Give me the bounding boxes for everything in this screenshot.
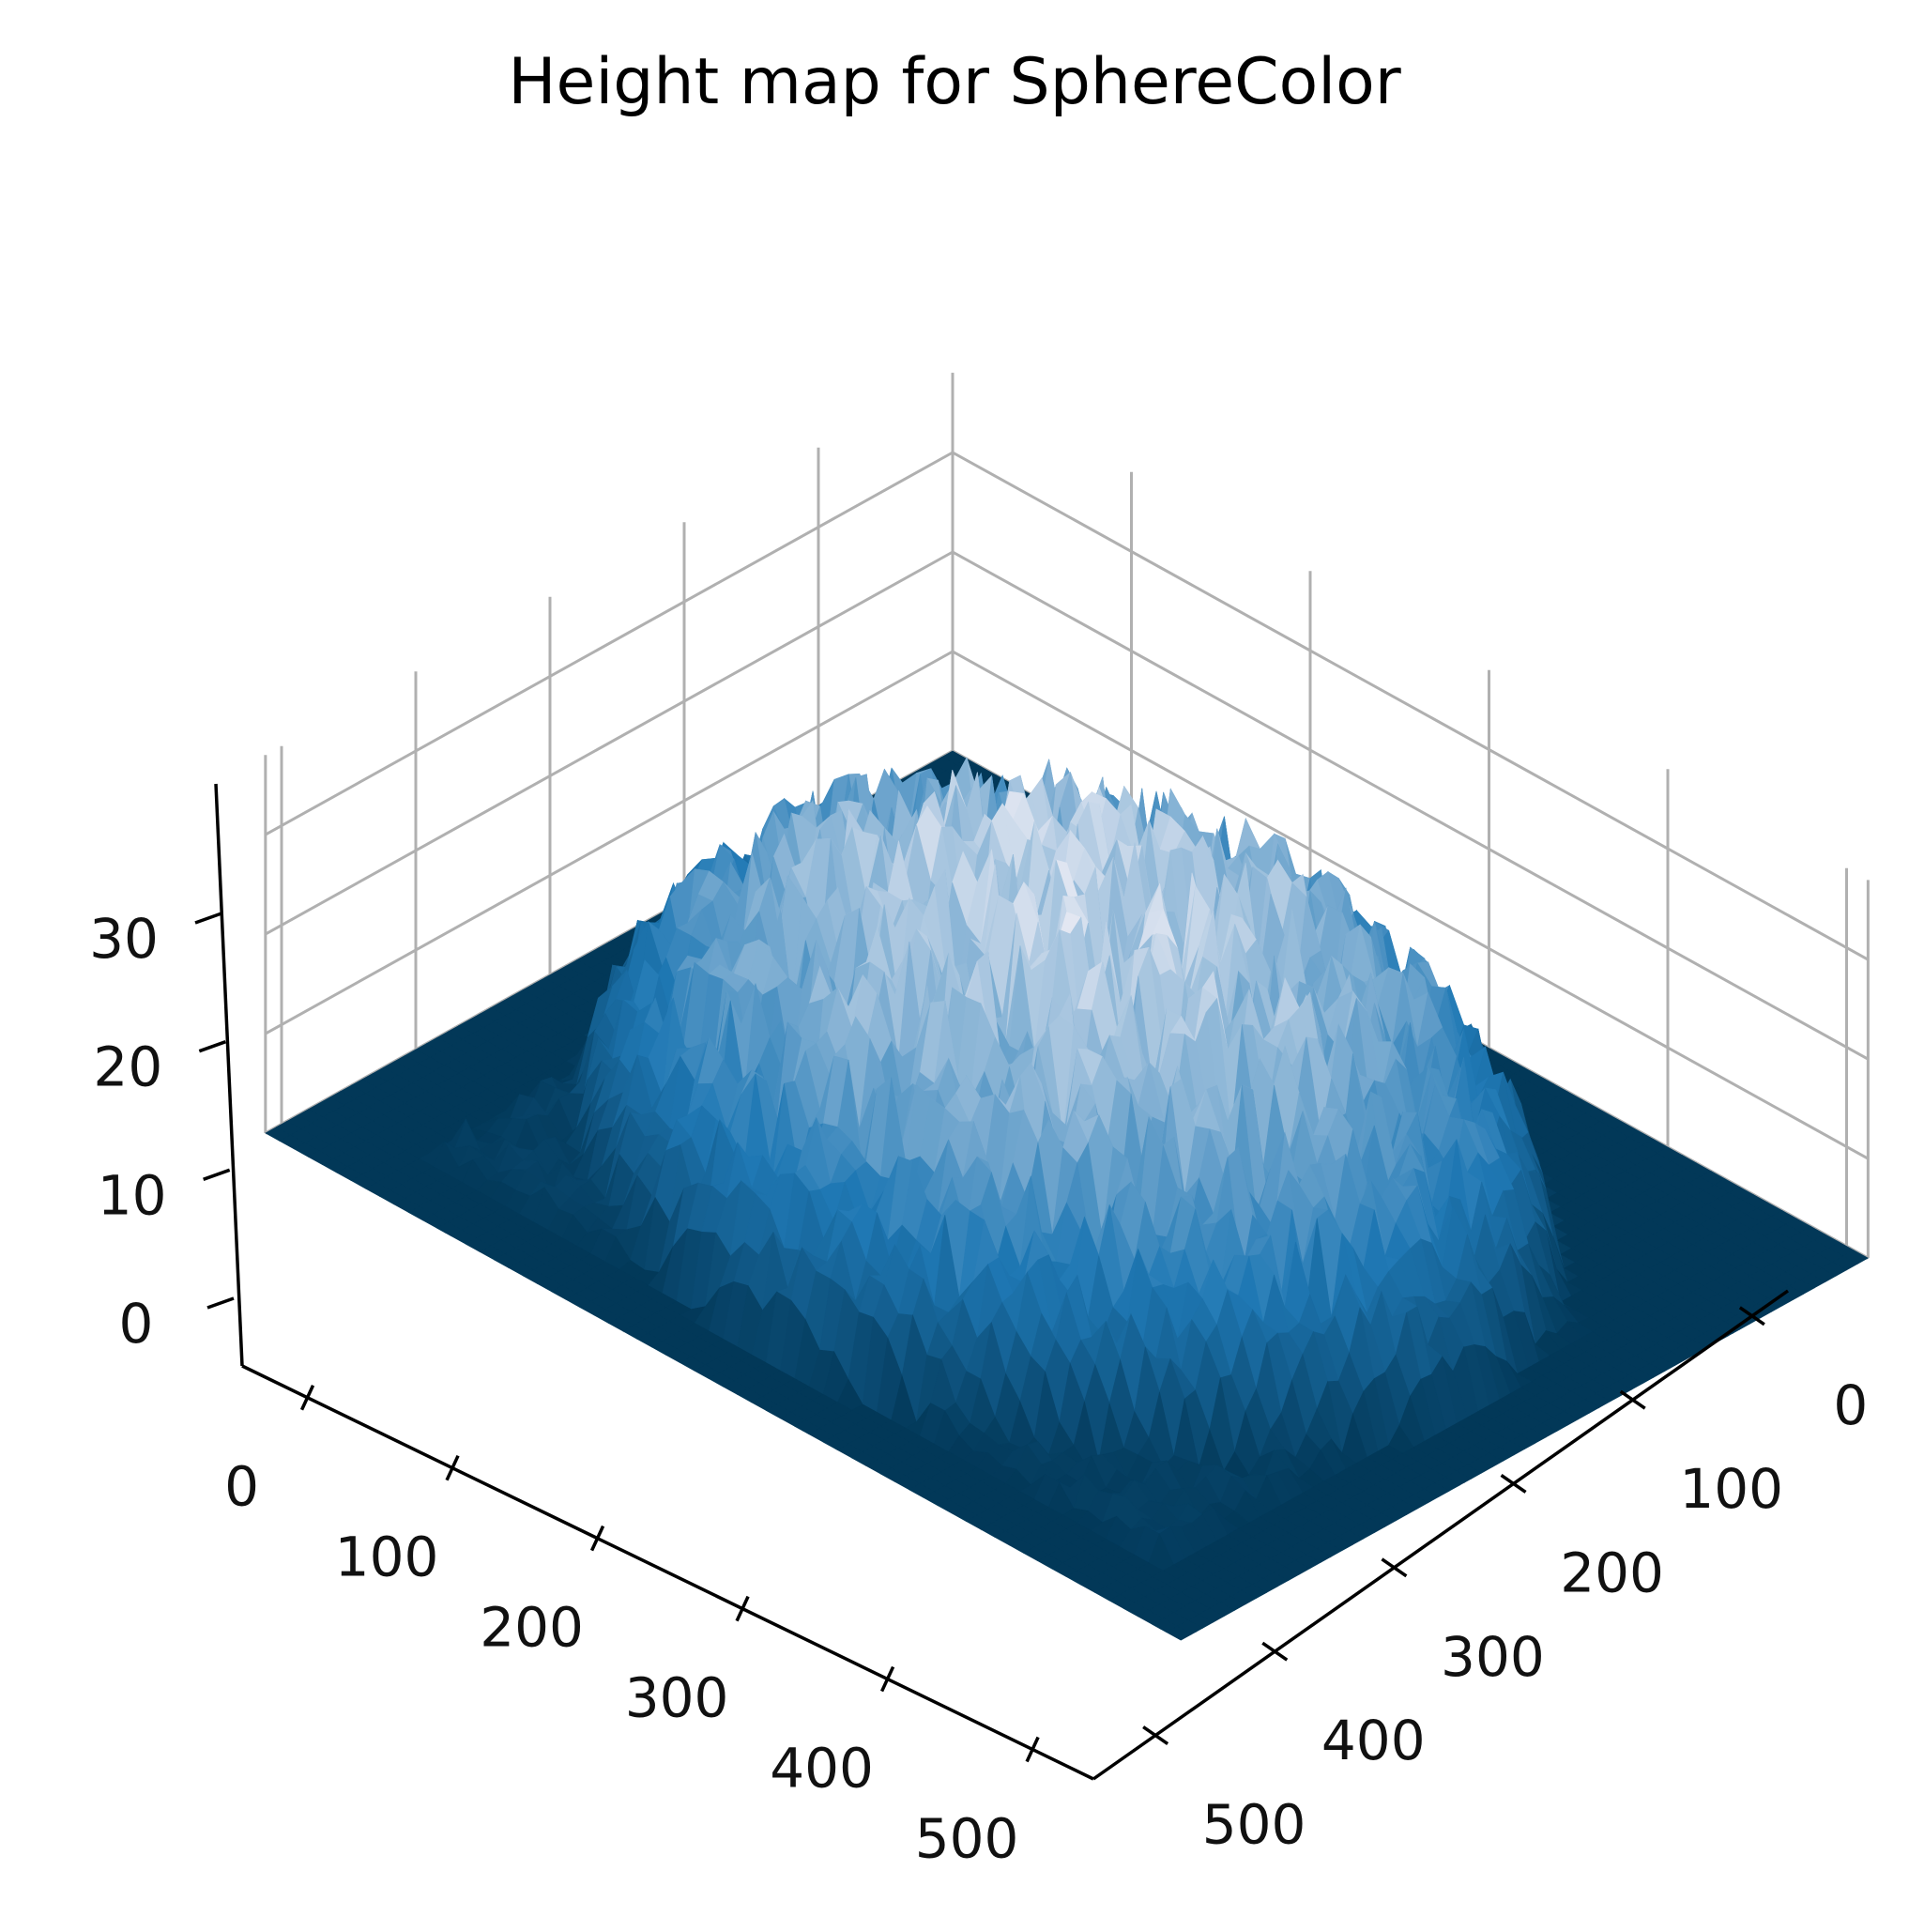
y-tick-label: 200 (480, 1596, 584, 1660)
y-tick-label: 0 (224, 1455, 259, 1519)
x-tick-label: 500 (1202, 1793, 1306, 1857)
wall-grid-z-left (265, 451, 954, 836)
y-tick-mark (299, 1384, 315, 1411)
x-tick-label: 200 (1560, 1541, 1664, 1604)
x-tick-mark (1142, 1725, 1169, 1745)
y-tick-mark (1025, 1736, 1040, 1763)
z-tick-mark (203, 1168, 231, 1181)
y-tick-mark (735, 1595, 750, 1622)
surface-mesh (265, 750, 1869, 1641)
z-axis-line (214, 783, 244, 1367)
x-tick-label: 300 (1441, 1625, 1545, 1689)
y-tick-mark (880, 1665, 895, 1693)
z-tick-mark (198, 1040, 226, 1053)
wall-grid-z-left (265, 650, 954, 1035)
x-tick-mark (1619, 1389, 1646, 1410)
wall-grid-z-left (265, 550, 954, 936)
x-tick-label: 0 (1833, 1373, 1868, 1437)
z-tick-label: 20 (93, 1035, 162, 1099)
x-tick-mark (1738, 1306, 1765, 1326)
x-tick-label: 100 (1679, 1457, 1783, 1521)
y-tick-label: 100 (335, 1526, 439, 1589)
axis-lines (214, 783, 1790, 1781)
y-tick-mark (445, 1454, 460, 1481)
tick-marks (194, 912, 1765, 1763)
z-tick-mark (206, 1296, 235, 1310)
z-tick-mark (194, 912, 222, 925)
x-axis-line (241, 1364, 1094, 1781)
x-tick-label: 400 (1321, 1709, 1426, 1772)
x-tick-mark (1500, 1474, 1527, 1494)
z-tick-label: 10 (98, 1163, 167, 1227)
surface-cell (1166, 1626, 1193, 1641)
y-axis-line (1092, 1289, 1790, 1781)
chart-title: Height map for SphereColor (508, 45, 1400, 119)
wall-grid-z-right (952, 650, 1870, 1160)
y-tick-label: 500 (915, 1807, 1019, 1871)
z-tick-label: 0 (119, 1292, 154, 1356)
wall-grid-z-right (952, 451, 1870, 961)
y-tick-label: 400 (770, 1737, 874, 1801)
wall-grid-z-right (952, 550, 1870, 1061)
y-tick-label: 300 (625, 1666, 729, 1730)
z-tick-label: 30 (89, 907, 159, 971)
x-tick-mark (1261, 1641, 1289, 1662)
y-tick-mark (589, 1525, 605, 1552)
x-tick-mark (1381, 1557, 1408, 1578)
